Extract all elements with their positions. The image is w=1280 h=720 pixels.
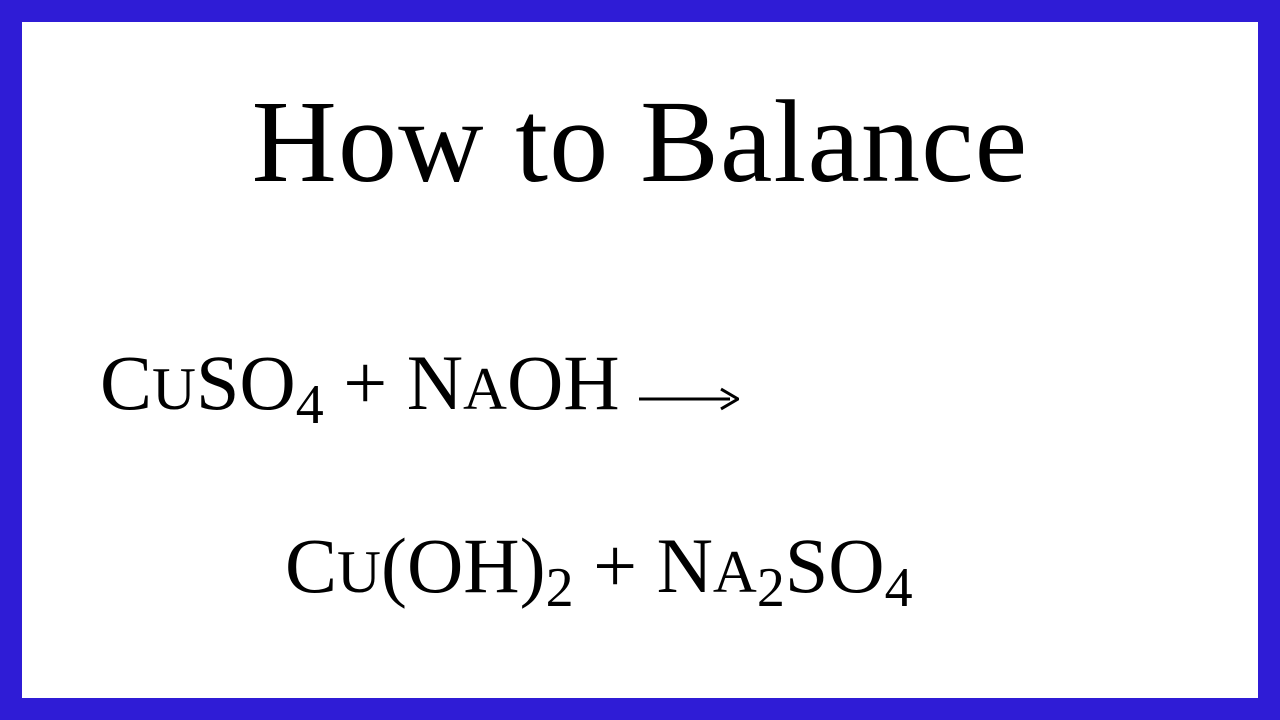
formula-segment: C	[100, 339, 152, 426]
formula-segment: OH	[507, 339, 639, 426]
formula-segment: (OH)	[381, 522, 546, 609]
formula-segment: +	[324, 339, 407, 426]
slide-frame: How to Balance CUSO4 + NAOH CU(OH)2 + NA…	[0, 0, 1280, 720]
formula-segment: A	[463, 356, 507, 423]
formula-segment: C	[285, 522, 337, 609]
equation-line-1: CUSO4 + NAOH	[100, 344, 739, 430]
formula-segment: +	[574, 522, 657, 609]
formula-segment: N	[407, 339, 463, 426]
subscript: 4	[296, 374, 324, 436]
equation-line-2: CU(OH)2 + NA2SO4	[285, 527, 913, 605]
arrow-icon	[639, 352, 739, 430]
formula-segment: A	[713, 539, 757, 606]
formula-segment: N	[657, 522, 713, 609]
formula-segment: SO	[196, 339, 296, 426]
formula-segment: SO	[785, 522, 885, 609]
subscript: 2	[546, 557, 574, 619]
formula-segment: U	[152, 356, 196, 423]
slide-title: How to Balance	[22, 74, 1258, 210]
formula-segment: U	[337, 539, 381, 606]
subscript: 4	[885, 557, 913, 619]
subscript: 2	[757, 557, 785, 619]
